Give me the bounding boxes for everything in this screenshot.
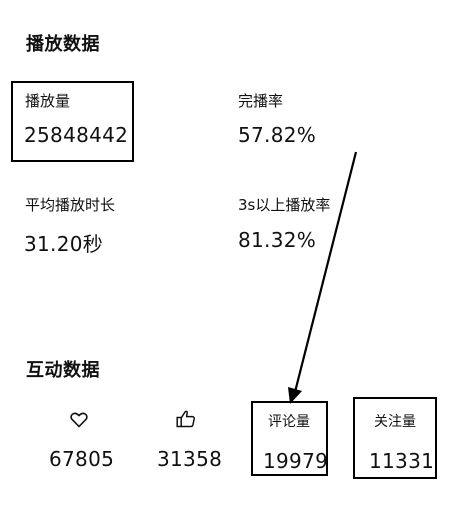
play-data-title: 播放数据 xyxy=(26,34,100,55)
interaction-data-title: 互动数据 xyxy=(26,360,100,381)
play-count-label: 播放量 xyxy=(25,92,71,110)
play-count-highlight-box xyxy=(11,81,134,162)
completion-rate-label: 完播率 xyxy=(238,92,284,110)
annotation-arrow-line xyxy=(293,151,358,393)
thumbs-up-icon xyxy=(176,410,196,428)
three-second-play-rate-value: 81.32% xyxy=(238,228,317,252)
follow-count-highlight-box xyxy=(353,397,437,479)
comment-count-value: 19979 xyxy=(263,449,329,473)
avg-play-duration-label: 平均播放时长 xyxy=(25,196,116,214)
avg-play-duration-value: 31.20秒 xyxy=(24,232,104,256)
three-second-play-rate-label: 3s以上播放率 xyxy=(238,196,331,214)
heart-count-value: 67805 xyxy=(49,447,115,471)
comment-count-highlight-box xyxy=(251,401,328,476)
comment-count-label: 评论量 xyxy=(268,414,310,430)
play-count-value: 25848442 xyxy=(24,123,129,147)
follow-count-label: 关注量 xyxy=(374,414,416,430)
follow-count-value: 11331 xyxy=(369,449,435,473)
completion-rate-value: 57.82% xyxy=(238,123,317,147)
thumbs-up-count-value: 31358 xyxy=(157,447,223,471)
heart-icon xyxy=(70,412,88,428)
